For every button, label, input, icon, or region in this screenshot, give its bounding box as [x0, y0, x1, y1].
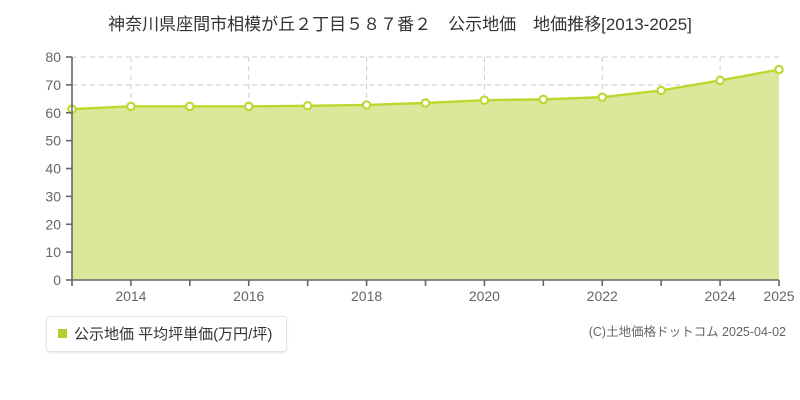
x-axis-tick-label: 2018: [351, 288, 382, 304]
legend-swatch-icon: [58, 329, 67, 338]
x-axis-tick-label: 2014: [115, 288, 146, 304]
y-axis-tick-labels: 0 10 20 30 40 50 60 70 80: [45, 49, 61, 288]
area-fill: [72, 69, 779, 280]
data-point-markers: [67, 64, 784, 114]
y-axis-tick-label: 30: [45, 188, 61, 204]
x-axis-tick-label: 2022: [587, 288, 618, 304]
y-axis-tick-label: 50: [45, 133, 61, 149]
copyright-credit: (C)土地価格ドットコム 2025-04-02: [588, 325, 786, 339]
y-axis-tick-label: 20: [45, 216, 61, 232]
y-axis-tick-label: 10: [45, 244, 61, 260]
chart-title: 神奈川県座間市相模が丘２丁目５８７番２ 公示地価 地価推移[2013-2025]: [108, 15, 692, 34]
y-axis-tick-label: 60: [45, 105, 61, 121]
chart-legend: 公示地価 平均坪単価(万円/坪): [46, 316, 288, 352]
y-axis-tick-label: 0: [53, 272, 61, 288]
y-axis-tick-label: 40: [45, 161, 61, 177]
y-axis-tick-label: 80: [45, 49, 61, 65]
x-axis-tick-label: 2016: [233, 288, 264, 304]
legend-label: 公示地価 平均坪単価(万円/坪): [74, 326, 273, 343]
x-axis-tick-labels: 2014 2016 2018 2020 2022 2024 2025: [115, 288, 794, 304]
x-axis-tick-label: 2024: [705, 288, 736, 304]
x-axis-tick-label: 2020: [469, 288, 500, 304]
x-axis-tick-label: 2025: [763, 288, 794, 304]
chart-axes: [66, 56, 780, 286]
y-axis-tick-label: 70: [45, 77, 61, 93]
